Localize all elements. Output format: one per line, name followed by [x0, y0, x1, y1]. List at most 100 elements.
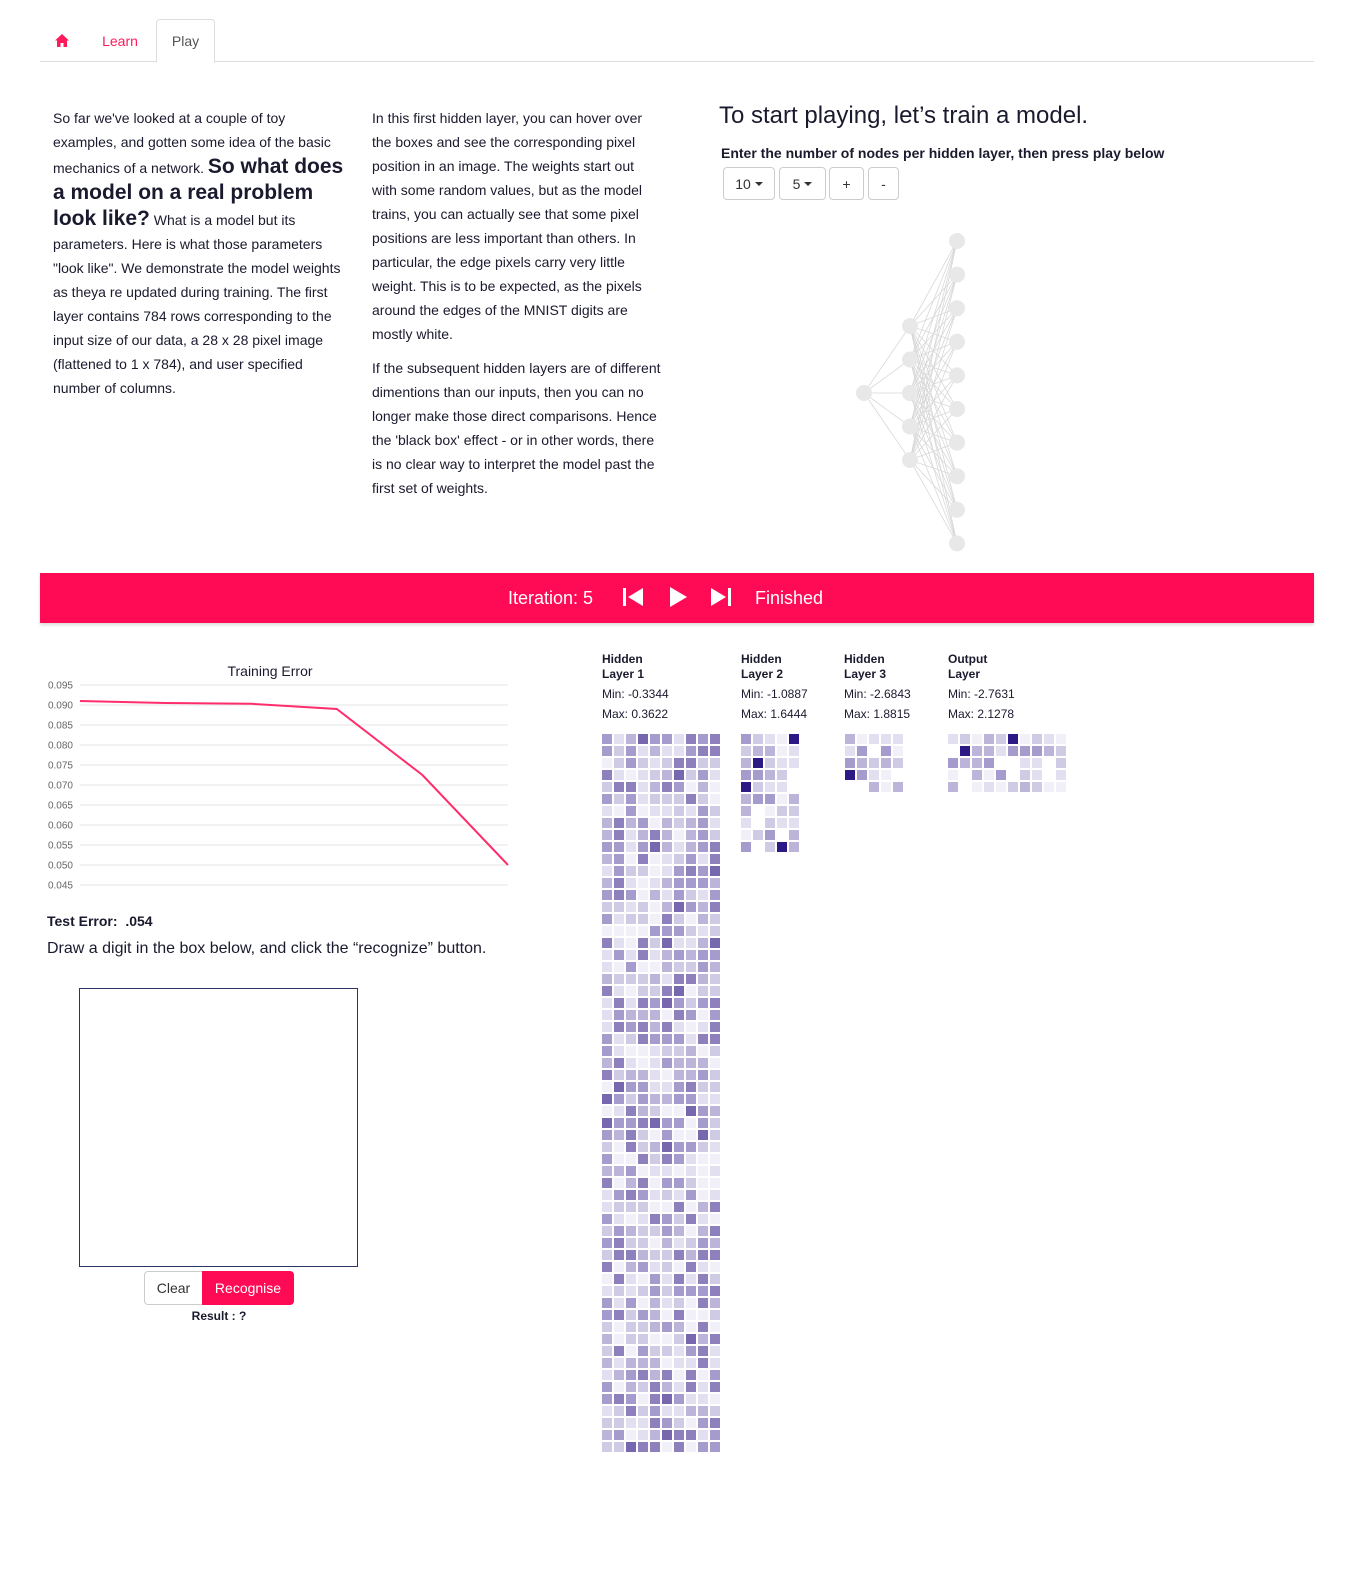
weight-cell[interactable]: [869, 734, 879, 744]
weight-cell[interactable]: [698, 1322, 708, 1332]
weight-cell[interactable]: [602, 842, 612, 852]
weight-cell[interactable]: [698, 950, 708, 960]
weight-cell[interactable]: [674, 926, 684, 936]
weight-cell[interactable]: [602, 806, 612, 816]
weight-cell[interactable]: [710, 746, 720, 756]
weight-cell[interactable]: [674, 974, 684, 984]
weight-cell[interactable]: [662, 866, 672, 876]
weight-cell[interactable]: [710, 806, 720, 816]
weight-cell[interactable]: [698, 1106, 708, 1116]
weight-cell[interactable]: [638, 1178, 648, 1188]
weight-cell[interactable]: [698, 1214, 708, 1224]
weight-cell[interactable]: [662, 1358, 672, 1368]
weight-cell[interactable]: [638, 938, 648, 948]
weight-cell[interactable]: [710, 1442, 720, 1452]
weight-cell[interactable]: [662, 1094, 672, 1104]
weight-cell[interactable]: [753, 830, 763, 840]
weight-cell[interactable]: [638, 1310, 648, 1320]
weight-cell[interactable]: [686, 1190, 696, 1200]
weight-cell[interactable]: [686, 1226, 696, 1236]
weight-cell[interactable]: [614, 1010, 624, 1020]
weight-cell[interactable]: [626, 830, 636, 840]
weight-cell[interactable]: [674, 1322, 684, 1332]
weight-cell[interactable]: [638, 1298, 648, 1308]
weight-cell[interactable]: [710, 890, 720, 900]
weight-cell[interactable]: [698, 854, 708, 864]
weight-cell[interactable]: [741, 770, 751, 780]
weight-cell[interactable]: [686, 1262, 696, 1272]
weight-cell[interactable]: [710, 1238, 720, 1248]
weight-cell[interactable]: [1044, 746, 1054, 756]
weight-cell[interactable]: [662, 1238, 672, 1248]
weight-cell[interactable]: [674, 1190, 684, 1200]
weight-cell[interactable]: [626, 1010, 636, 1020]
weight-cell[interactable]: [626, 1154, 636, 1164]
weight-cell[interactable]: [614, 1430, 624, 1440]
weight-cell[interactable]: [1008, 734, 1018, 744]
weight-cell[interactable]: [710, 962, 720, 972]
weight-cell[interactable]: [650, 1310, 660, 1320]
weight-cell[interactable]: [638, 902, 648, 912]
weight-cell[interactable]: [602, 1010, 612, 1020]
weight-cell[interactable]: [638, 1214, 648, 1224]
weight-cell[interactable]: [698, 1430, 708, 1440]
weight-cell[interactable]: [626, 1106, 636, 1116]
weight-cell[interactable]: [1032, 770, 1042, 780]
weight-cell[interactable]: [602, 914, 612, 924]
weight-cell[interactable]: [698, 1262, 708, 1272]
weight-cell[interactable]: [602, 938, 612, 948]
weight-cell[interactable]: [638, 914, 648, 924]
weight-cell[interactable]: [602, 1226, 612, 1236]
weight-cell[interactable]: [626, 938, 636, 948]
weight-cell[interactable]: [626, 1058, 636, 1068]
weight-cell[interactable]: [626, 818, 636, 828]
weight-cell[interactable]: [626, 1406, 636, 1416]
weight-cell[interactable]: [638, 1394, 648, 1404]
weight-cell[interactable]: [614, 1262, 624, 1272]
weight-cell[interactable]: [662, 914, 672, 924]
weight-cell[interactable]: [602, 878, 612, 888]
weight-cell[interactable]: [626, 1274, 636, 1284]
weight-cell[interactable]: [686, 1442, 696, 1452]
weight-cell[interactable]: [857, 770, 867, 780]
weight-cell[interactable]: [698, 914, 708, 924]
weight-cell[interactable]: [674, 1142, 684, 1152]
weight-cell[interactable]: [662, 746, 672, 756]
weight-cell[interactable]: [881, 770, 891, 780]
weight-cell[interactable]: [626, 902, 636, 912]
weight-cell[interactable]: [626, 1442, 636, 1452]
weight-cell[interactable]: [626, 1070, 636, 1080]
weight-cell[interactable]: [662, 1070, 672, 1080]
weight-cell[interactable]: [602, 746, 612, 756]
weight-cell[interactable]: [662, 734, 672, 744]
weight-cell[interactable]: [674, 962, 684, 972]
weight-cell[interactable]: [674, 1106, 684, 1116]
weight-cell[interactable]: [650, 902, 660, 912]
weight-cell[interactable]: [674, 734, 684, 744]
weight-cell[interactable]: [614, 1286, 624, 1296]
weight-cell[interactable]: [765, 806, 775, 816]
weight-cell[interactable]: [674, 950, 684, 960]
weight-cell[interactable]: [650, 1262, 660, 1272]
weight-cell[interactable]: [602, 794, 612, 804]
weight-cell[interactable]: [972, 782, 982, 792]
weight-cell[interactable]: [881, 758, 891, 768]
weight-cell[interactable]: [674, 1178, 684, 1188]
weight-cell[interactable]: [710, 1250, 720, 1260]
weight-cell[interactable]: [602, 1394, 612, 1404]
weight-cell[interactable]: [638, 890, 648, 900]
weight-cell[interactable]: [614, 854, 624, 864]
weight-cell[interactable]: [650, 1214, 660, 1224]
weight-cell[interactable]: [614, 842, 624, 852]
weight-cell[interactable]: [662, 1154, 672, 1164]
weight-cell[interactable]: [614, 1118, 624, 1128]
weight-cell[interactable]: [614, 1274, 624, 1284]
weight-cell[interactable]: [638, 1442, 648, 1452]
weight-cell[interactable]: [698, 1058, 708, 1068]
weight-cell[interactable]: [698, 1190, 708, 1200]
weight-cell[interactable]: [710, 1010, 720, 1020]
weight-cell[interactable]: [602, 902, 612, 912]
weight-cell[interactable]: [686, 986, 696, 996]
weight-cell[interactable]: [674, 866, 684, 876]
weight-cell[interactable]: [698, 1286, 708, 1296]
